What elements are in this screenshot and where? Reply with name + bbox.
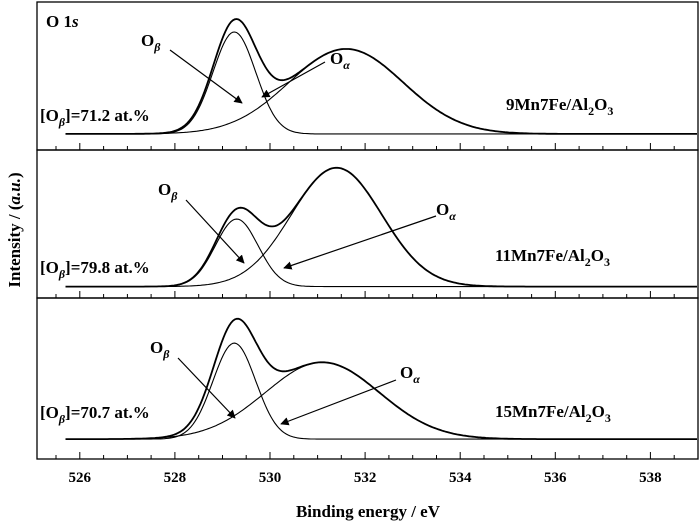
- x-tick-labels: 526 528 530 532 534 536 538: [69, 470, 662, 486]
- panel-frame-3: [36, 297, 699, 460]
- annotation-arrow-3: [185, 199, 245, 264]
- x-tick-label: 538: [639, 470, 662, 486]
- conc-label-2: [Oβ]=79.8 at.%: [40, 258, 150, 281]
- oalpha-component-1: [65, 48, 697, 135]
- sample-label-2: 11Mn7Fe/Al2O3: [495, 246, 610, 269]
- tick-layer: [55, 143, 699, 459]
- x-tick-label: 534: [449, 470, 472, 486]
- envelope-curve-2: [65, 166, 697, 288]
- annotation-arrow-6: [280, 379, 397, 426]
- panel-frame-1: [36, 1, 699, 151]
- obeta-label-1: Oβ: [141, 31, 161, 54]
- annotation-arrow-2: [261, 61, 326, 98]
- obeta-label-2: Oβ: [158, 180, 178, 203]
- arrow-layer: [169, 49, 437, 426]
- x-tick-label: 528: [164, 470, 187, 486]
- x-tick-label: 526: [69, 470, 92, 486]
- oalpha-label-3: Oα: [400, 363, 420, 386]
- x-tick-label: 536: [544, 470, 567, 486]
- conc-label-1: [Oβ]=71.2 at.%: [40, 106, 150, 129]
- annotation-arrow-5: [177, 357, 236, 419]
- oalpha-component-3: [65, 361, 697, 440]
- obeta-component-3: [65, 342, 697, 440]
- oalpha-label-1: Oα: [330, 49, 350, 72]
- y-axis-title: Intensity / (a.u.): [5, 172, 24, 287]
- x-tick-label: 530: [259, 470, 282, 486]
- panel-label: O 1s: [46, 12, 79, 31]
- annotation-arrow-4: [283, 215, 437, 270]
- sample-label-3: 15Mn7Fe/Al2O3: [495, 402, 611, 425]
- annotation-arrow-1: [169, 49, 243, 104]
- x-axis-title: Binding energy / eV: [296, 502, 441, 521]
- curve-layer: [65, 18, 697, 440]
- conc-label-3: [Oβ]=70.7 at.%: [40, 403, 150, 426]
- obeta-label-3: Oβ: [150, 338, 170, 361]
- sample-label-1: 9Mn7Fe/Al2O3: [506, 95, 613, 118]
- envelope-curve-3: [65, 317, 697, 440]
- envelope-curve-1: [65, 18, 697, 135]
- x-tick-label: 532: [354, 470, 377, 486]
- oalpha-label-2: Oα: [436, 200, 456, 223]
